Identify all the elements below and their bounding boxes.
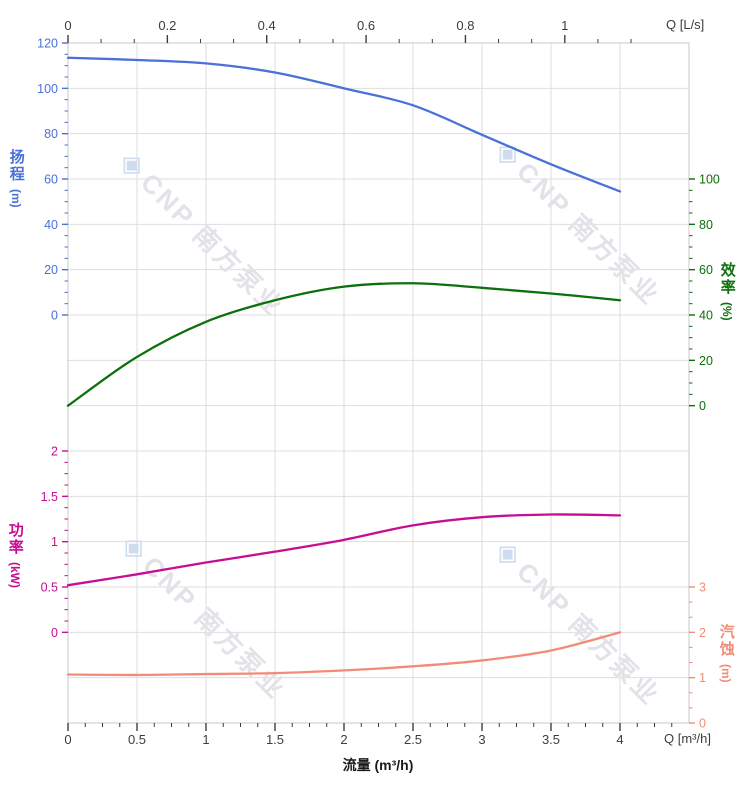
top-tick-label: 0.2 <box>158 18 176 33</box>
power-axis-name: 功率 <box>6 522 24 556</box>
power-axis: 0 0.5 1 1.5 2 <box>41 445 68 640</box>
head-axis-name: 扬程 <box>7 149 25 183</box>
top-axis-unit-label: Q [L/s] <box>666 17 705 32</box>
bottom-tick-label: 0 <box>64 732 71 747</box>
head-curve <box>66 56 622 193</box>
efficiency-tick-label: 100 <box>699 173 720 187</box>
bottom-tick-label: 1.5 <box>266 732 284 747</box>
bottom-tick-label: 0.5 <box>128 732 146 747</box>
power-axis-unit: (kW) <box>8 562 23 588</box>
head-axis-unit: (m) <box>9 189 24 208</box>
npsh-axis: 0 1 2 3 <box>689 581 706 731</box>
power-tick-label: 0 <box>51 626 58 640</box>
top-tick-label: 0 <box>64 18 71 33</box>
top-tick-label: 1 <box>561 18 568 33</box>
efficiency-axis-unit: (%) <box>720 302 735 321</box>
head-tick-label: 80 <box>44 127 58 141</box>
bottom-tick-label: 3 <box>478 732 485 747</box>
watermark-text: CNP 南方泵业 <box>137 550 292 705</box>
power-tick-label: 1 <box>51 535 58 549</box>
top-tick-label: 0.8 <box>456 18 474 33</box>
efficiency-tick-label: 80 <box>699 218 713 232</box>
head-tick-label: 0 <box>51 309 58 323</box>
top-tick-label: 0.4 <box>258 18 276 33</box>
curves <box>66 56 622 677</box>
cnp-watermark: ◈CNP 南方泵业 <box>489 134 666 312</box>
cnp-watermark: ◈CNP 南方泵业 <box>113 145 290 323</box>
watermark-text: CNP 南方泵业 <box>511 556 666 711</box>
power-curve <box>66 513 622 587</box>
efficiency-curve <box>66 282 622 407</box>
npsh-axis-unit: (m) <box>719 664 734 683</box>
power-tick-label: 0.5 <box>41 581 58 595</box>
watermark-text: CNP 南方泵业 <box>135 167 290 322</box>
top-axis: 0 0.2 0.4 0.6 0.8 1 <box>64 18 632 43</box>
efficiency-tick-label: 60 <box>699 263 713 277</box>
npsh-axis-name: 汽蚀 <box>717 624 735 658</box>
head-tick-label: 40 <box>44 218 58 232</box>
head-tick-label: 100 <box>37 82 58 96</box>
npsh-tick-label: 0 <box>699 717 706 731</box>
head-tick-label: 60 <box>44 173 58 187</box>
npsh-tick-label: 2 <box>699 626 706 640</box>
bottom-axis-unit-label: Q [m³/h] <box>664 731 711 746</box>
top-tick-label: 0.6 <box>357 18 375 33</box>
head-axis-title: 扬程 (m) <box>7 149 25 208</box>
power-tick-label: 1.5 <box>41 490 58 504</box>
cnp-watermark: ◈CNP 南方泵业 <box>489 534 666 712</box>
npsh-axis-title: 汽蚀 (m) <box>717 624 735 683</box>
bottom-axis: 0 0.5 1 1.5 2 2.5 3 3.5 4 <box>64 723 673 747</box>
head-tick-label: 120 <box>37 37 58 51</box>
cnp-watermark: ◈CNP 南方泵业 <box>115 528 292 706</box>
efficiency-axis-title: 效率 (%) <box>718 262 736 321</box>
efficiency-tick-label: 20 <box>699 354 713 368</box>
bottom-tick-label: 2.5 <box>404 732 422 747</box>
efficiency-tick-label: 0 <box>699 399 706 413</box>
bottom-tick-label: 4 <box>616 732 623 747</box>
bottom-tick-label: 1 <box>202 732 209 747</box>
power-tick-label: 2 <box>51 445 58 459</box>
npsh-tick-label: 1 <box>699 671 706 685</box>
npsh-tick-label: 3 <box>699 581 706 595</box>
head-axis: 0 20 40 60 80 100 120 <box>37 37 68 323</box>
efficiency-axis-name: 效率 <box>718 262 736 296</box>
flow-axis-title: 流量 (m³/h) <box>342 757 414 773</box>
efficiency-axis: 0 20 40 60 80 100 <box>689 173 720 413</box>
power-axis-title: 功率 (kW) <box>6 522 24 588</box>
npsh-curve <box>66 631 622 677</box>
head-tick-label: 20 <box>44 263 58 277</box>
bottom-tick-label: 2 <box>340 732 347 747</box>
efficiency-tick-label: 40 <box>699 309 713 323</box>
bottom-tick-label: 3.5 <box>542 732 560 747</box>
gridlines <box>68 43 689 723</box>
